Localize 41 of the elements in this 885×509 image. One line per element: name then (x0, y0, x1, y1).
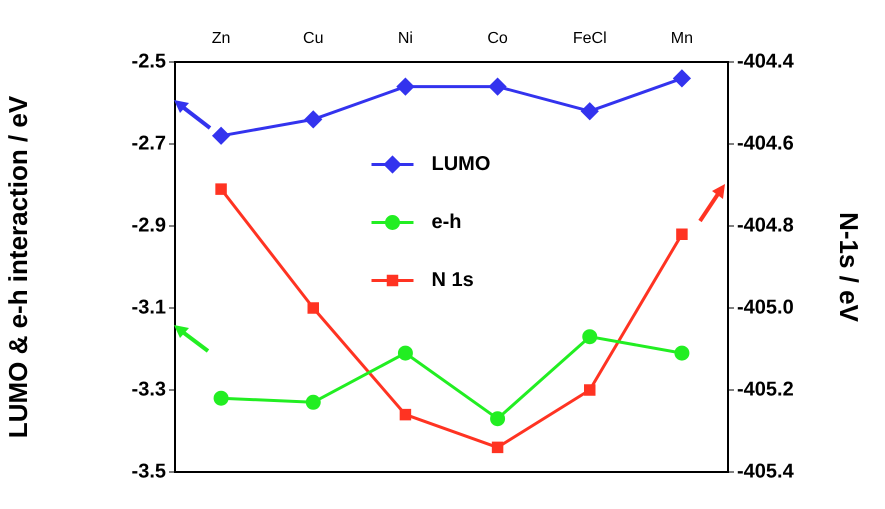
y-tick-label: -2.9 (132, 214, 166, 237)
point (489, 78, 506, 96)
point (676, 228, 688, 240)
y-tick-label: -2.5 (132, 50, 166, 73)
y2-tick-label: -405.4 (737, 460, 795, 483)
point (304, 110, 322, 128)
x-tick-label: Ni (398, 30, 413, 47)
legend-label: N 1s (432, 269, 474, 292)
point (396, 78, 414, 96)
y2-tick-label: -405.0 (737, 296, 794, 319)
y2-tick-label: -405.2 (737, 378, 794, 401)
x-tick-label: FeCl (572, 30, 607, 47)
x-tick-label: Zn (212, 30, 230, 47)
point (308, 302, 319, 314)
point (492, 442, 504, 454)
point (673, 70, 690, 87)
point (215, 183, 227, 195)
y2-tick-label: -404.8 (737, 214, 794, 237)
point (306, 394, 321, 410)
point (490, 411, 506, 426)
y-axis-title: LUMO & e-h interaction / eV (2, 95, 33, 438)
point (582, 329, 598, 344)
x-tick-label: Co (487, 30, 508, 47)
point (398, 346, 413, 361)
point (400, 408, 412, 420)
legend-label: e-h (432, 211, 462, 234)
point (584, 384, 596, 396)
point (674, 346, 690, 361)
y2-axis-title: N-1s / eV (834, 212, 864, 323)
y-tick-label: -3.5 (132, 460, 166, 483)
y2-tick-label: -404.6 (737, 132, 794, 155)
point (214, 390, 229, 406)
y-tick-label: -2.7 (132, 132, 166, 155)
y-tick-label: -3.1 (132, 296, 166, 319)
point (581, 102, 598, 120)
point (212, 127, 230, 144)
x-tick-label: Cu (303, 30, 324, 47)
y2-tick-label: -404.4 (737, 50, 795, 73)
y-tick-label: -3.3 (132, 378, 166, 401)
x-tick-label: Mn (670, 30, 694, 47)
legend-label: LUMO (432, 153, 490, 176)
